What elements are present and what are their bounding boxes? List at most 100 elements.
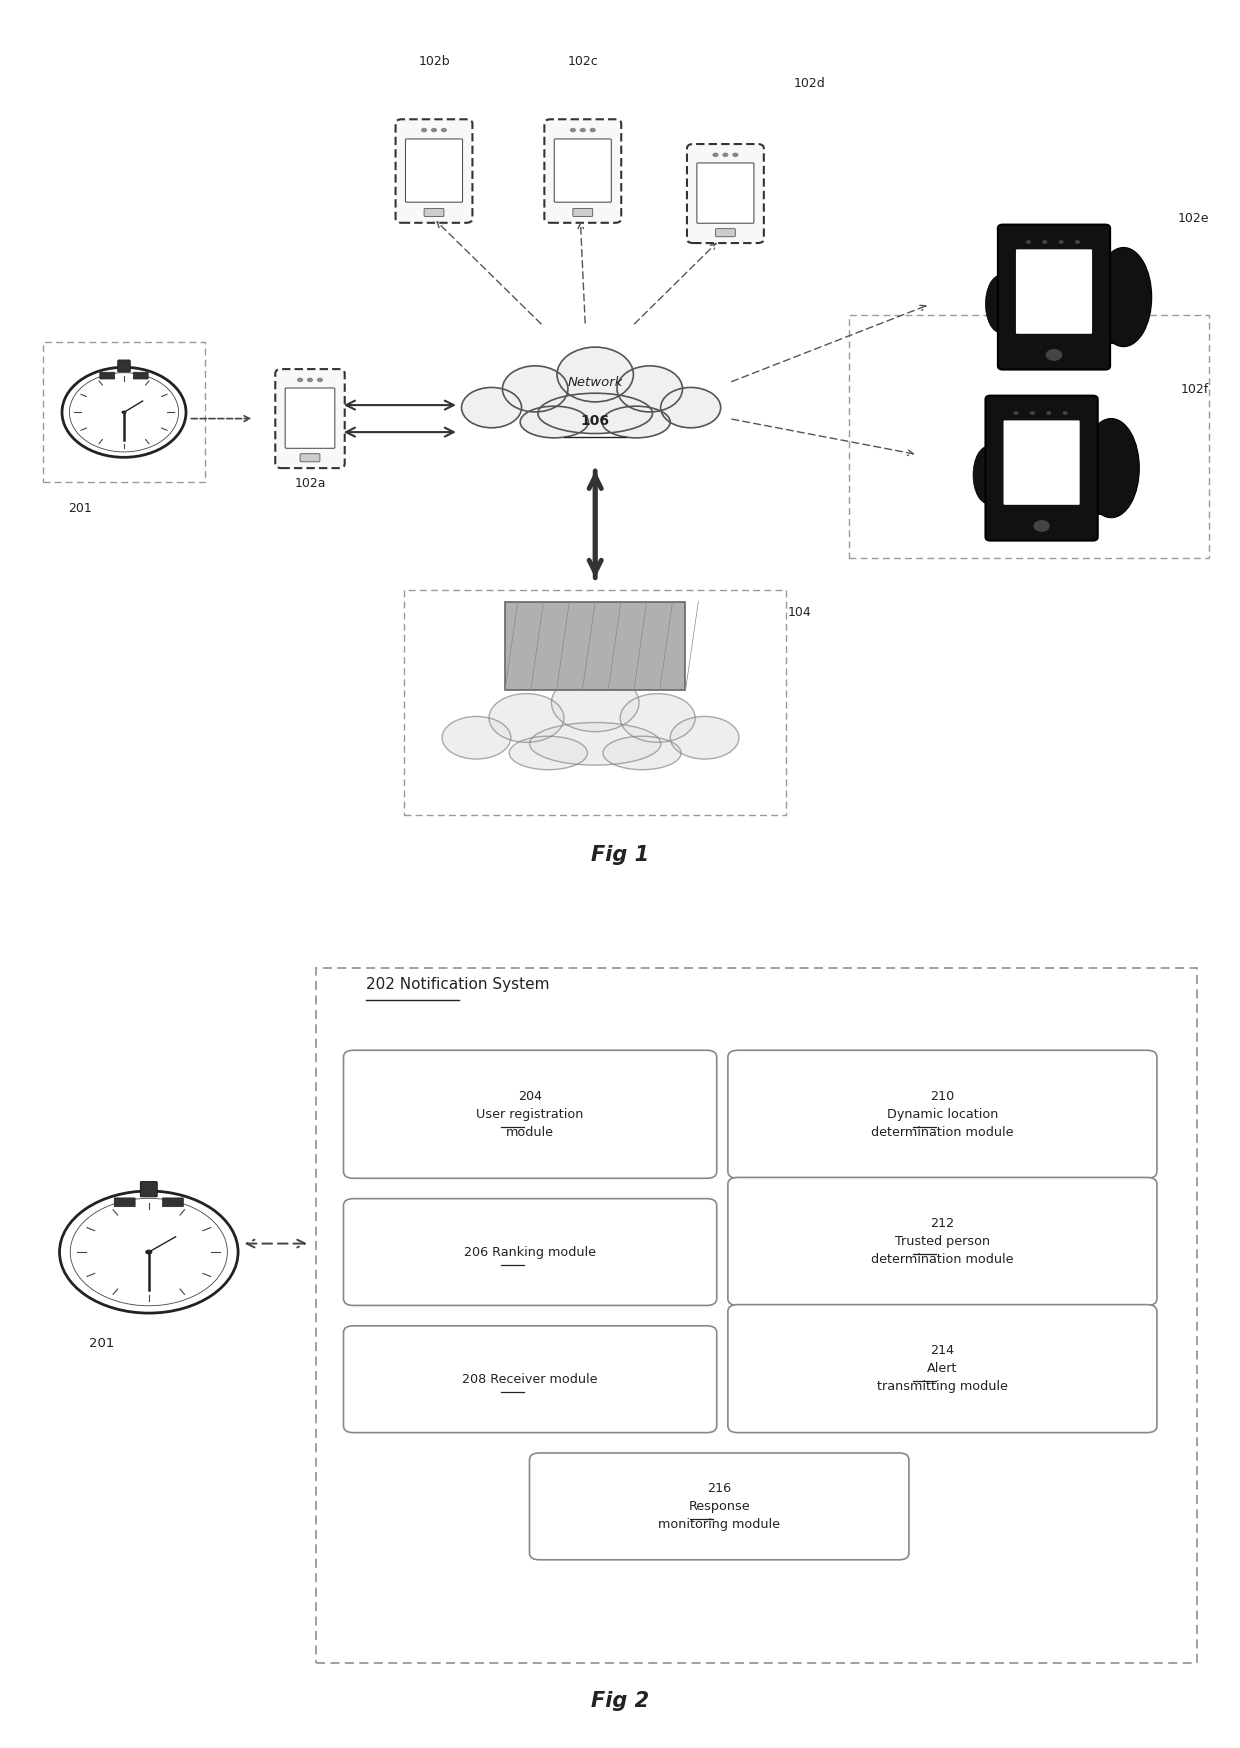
Text: 102c: 102c (568, 54, 598, 68)
FancyBboxPatch shape (1086, 425, 1116, 444)
FancyBboxPatch shape (114, 1197, 135, 1206)
Circle shape (296, 378, 303, 383)
FancyBboxPatch shape (697, 163, 754, 224)
Text: 201: 201 (68, 502, 92, 516)
Text: 208 Receiver module: 208 Receiver module (463, 1372, 598, 1386)
Ellipse shape (557, 348, 634, 402)
FancyBboxPatch shape (1099, 253, 1128, 273)
Circle shape (432, 128, 438, 133)
FancyBboxPatch shape (99, 372, 114, 379)
Circle shape (1043, 239, 1048, 243)
Ellipse shape (461, 388, 522, 428)
Text: 102f: 102f (1180, 383, 1209, 397)
Text: 201: 201 (89, 1337, 114, 1349)
Circle shape (317, 378, 322, 383)
Circle shape (306, 378, 312, 383)
Circle shape (1063, 411, 1068, 414)
Text: 206 Ranking module: 206 Ranking module (464, 1246, 596, 1259)
FancyBboxPatch shape (544, 119, 621, 222)
FancyBboxPatch shape (343, 1199, 717, 1306)
FancyBboxPatch shape (1086, 495, 1116, 514)
FancyBboxPatch shape (1099, 276, 1128, 297)
Text: 102d: 102d (794, 77, 826, 89)
FancyBboxPatch shape (687, 143, 764, 243)
Circle shape (1030, 411, 1035, 414)
Ellipse shape (443, 717, 511, 759)
Text: 102b: 102b (418, 54, 450, 68)
Circle shape (122, 411, 126, 414)
FancyBboxPatch shape (285, 388, 335, 447)
Text: Fig 1: Fig 1 (591, 846, 649, 865)
FancyBboxPatch shape (728, 1051, 1157, 1178)
Ellipse shape (620, 694, 696, 743)
Circle shape (62, 367, 186, 458)
FancyBboxPatch shape (715, 229, 735, 236)
FancyBboxPatch shape (300, 454, 320, 461)
FancyBboxPatch shape (343, 1051, 717, 1178)
Text: 102a: 102a (294, 477, 326, 489)
Ellipse shape (618, 365, 682, 413)
Circle shape (1047, 411, 1052, 414)
FancyBboxPatch shape (1086, 447, 1116, 468)
Ellipse shape (502, 365, 568, 413)
FancyBboxPatch shape (728, 1178, 1157, 1306)
Circle shape (732, 152, 739, 157)
FancyBboxPatch shape (275, 369, 345, 468)
FancyBboxPatch shape (140, 1182, 157, 1197)
FancyBboxPatch shape (424, 208, 444, 217)
Circle shape (145, 1250, 153, 1255)
FancyBboxPatch shape (728, 1304, 1157, 1433)
Text: Network: Network (568, 376, 622, 390)
Ellipse shape (529, 722, 661, 766)
FancyBboxPatch shape (1086, 472, 1116, 491)
Circle shape (590, 128, 596, 133)
Circle shape (722, 152, 729, 157)
Circle shape (569, 128, 575, 133)
FancyBboxPatch shape (1099, 323, 1128, 344)
Circle shape (1013, 411, 1018, 414)
Ellipse shape (973, 446, 1003, 503)
FancyBboxPatch shape (162, 1197, 184, 1206)
FancyBboxPatch shape (118, 360, 130, 372)
Ellipse shape (489, 694, 564, 743)
Circle shape (1075, 239, 1080, 243)
Circle shape (60, 1190, 238, 1313)
Text: 102e: 102e (1178, 212, 1209, 225)
Ellipse shape (603, 406, 670, 437)
Circle shape (1033, 519, 1050, 531)
FancyBboxPatch shape (396, 119, 472, 222)
Text: 216
Response
monitoring module: 216 Response monitoring module (658, 1482, 780, 1531)
Ellipse shape (510, 736, 588, 769)
FancyBboxPatch shape (998, 224, 1110, 369)
FancyBboxPatch shape (573, 208, 593, 217)
Ellipse shape (670, 717, 739, 759)
Text: 204
User registration
module: 204 User registration module (476, 1089, 584, 1138)
FancyBboxPatch shape (343, 1325, 717, 1433)
Circle shape (1059, 239, 1064, 243)
Text: Fig 2: Fig 2 (591, 1692, 649, 1711)
Ellipse shape (603, 736, 681, 769)
FancyBboxPatch shape (134, 372, 149, 379)
Text: 214
Alert
transmitting module: 214 Alert transmitting module (877, 1344, 1008, 1393)
Circle shape (441, 128, 448, 133)
Circle shape (1045, 350, 1063, 360)
Text: 210
Dynamic location
determination module: 210 Dynamic location determination modul… (872, 1089, 1013, 1138)
Ellipse shape (986, 274, 1016, 332)
Ellipse shape (1095, 248, 1152, 346)
Circle shape (712, 152, 718, 157)
FancyBboxPatch shape (505, 601, 686, 690)
Circle shape (1025, 239, 1030, 243)
FancyBboxPatch shape (1003, 420, 1080, 505)
Circle shape (580, 128, 587, 133)
FancyBboxPatch shape (986, 395, 1097, 540)
FancyBboxPatch shape (1016, 250, 1092, 334)
Ellipse shape (661, 388, 720, 428)
Ellipse shape (1083, 418, 1140, 517)
Text: 212
Trusted person
determination module: 212 Trusted person determination module (872, 1217, 1013, 1266)
Text: 104: 104 (787, 605, 811, 619)
FancyBboxPatch shape (1099, 301, 1128, 320)
FancyBboxPatch shape (554, 138, 611, 203)
Ellipse shape (552, 673, 639, 732)
Text: 106: 106 (580, 414, 610, 428)
Ellipse shape (538, 393, 652, 434)
